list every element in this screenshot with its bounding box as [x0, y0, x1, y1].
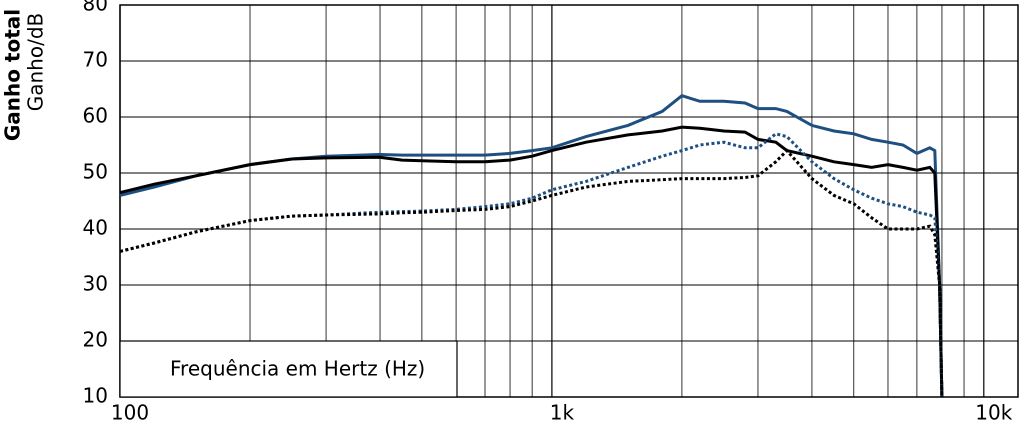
plot-frame — [119, 4, 1019, 398]
series-line — [119, 94, 944, 398]
series-line — [119, 148, 944, 398]
x-axis-title: Frequência em Hertz (Hz) — [170, 357, 425, 381]
x-axis-title-box — [119, 340, 458, 398]
series-line — [119, 125, 944, 398]
y-axis-title: Ganho total — [1, 9, 25, 141]
x-tick-label: 1k — [550, 401, 575, 425]
y-axis-unit: Ganho/dB — [24, 13, 48, 112]
y-tick-label: 70 — [83, 48, 108, 72]
x-tick-label: 100 — [111, 401, 149, 425]
y-tick-label: 20 — [83, 328, 108, 352]
y-tick-label: 10 — [83, 384, 108, 408]
y-tick-label: 80 — [83, 0, 108, 16]
y-tick-label: 30 — [83, 272, 108, 296]
x-tick-label: 10k — [975, 401, 1012, 425]
y-tick-label: 60 — [83, 104, 108, 128]
series-line — [119, 132, 944, 398]
y-tick-label: 50 — [83, 160, 108, 184]
y-tick-label: 40 — [83, 216, 108, 240]
